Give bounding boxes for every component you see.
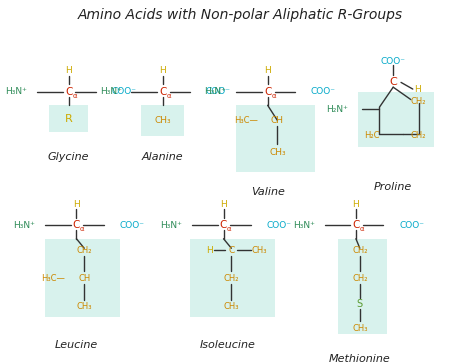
Text: COO⁻: COO⁻ [206,87,231,97]
Text: COO⁻: COO⁻ [381,57,406,66]
Text: Methionine: Methionine [329,354,391,363]
Text: COO⁻: COO⁻ [311,87,336,97]
Text: H: H [414,85,421,94]
Text: α: α [227,226,232,232]
Text: C: C [220,220,227,231]
Text: CH: CH [271,116,284,125]
Text: H: H [353,200,359,209]
Text: H: H [65,66,72,76]
FancyBboxPatch shape [141,105,184,136]
Text: CH₂: CH₂ [224,274,239,283]
Text: α: α [80,226,84,232]
Text: C: C [159,87,166,97]
Text: COO⁻: COO⁻ [399,221,424,230]
Text: H₃N⁺: H₃N⁺ [293,221,315,230]
Text: H₂C: H₂C [364,131,379,140]
Text: α: α [359,226,364,232]
Text: H₃N⁺: H₃N⁺ [100,87,121,97]
Text: CH: CH [78,274,91,283]
Text: α: α [72,93,77,99]
Text: Isoleucine: Isoleucine [200,339,255,350]
Text: CH₃: CH₃ [352,324,367,333]
Text: C: C [228,246,235,255]
Text: H: H [220,200,227,209]
FancyBboxPatch shape [49,105,88,132]
Text: H₃C—: H₃C— [41,274,64,283]
Text: α: α [271,93,276,99]
Text: H₃N⁺: H₃N⁺ [13,221,35,230]
Text: Glycine: Glycine [48,152,89,162]
FancyBboxPatch shape [190,239,274,317]
Text: C: C [352,220,360,231]
Text: H₃N⁺: H₃N⁺ [205,87,227,97]
Text: H₃N⁺: H₃N⁺ [161,221,182,230]
Text: CH₂: CH₂ [411,97,427,106]
FancyBboxPatch shape [338,239,387,334]
Text: Proline: Proline [374,182,412,192]
Text: Alanine: Alanine [142,152,183,162]
Text: Amino Acids with Non-polar Aliphatic R-Groups: Amino Acids with Non-polar Aliphatic R-G… [78,8,403,22]
FancyBboxPatch shape [236,105,315,172]
Text: Leucine: Leucine [55,339,98,350]
FancyBboxPatch shape [45,239,119,317]
Text: C: C [73,220,80,231]
Text: CH₂: CH₂ [352,246,367,255]
Text: α: α [166,93,171,99]
FancyBboxPatch shape [358,92,434,147]
Text: S: S [357,298,363,309]
Text: H₃C—: H₃C— [234,116,258,125]
Text: COO⁻: COO⁻ [267,221,292,230]
Text: CH₃: CH₃ [76,302,92,311]
Text: C: C [65,87,72,97]
Text: CH₂: CH₂ [411,131,427,140]
Text: H: H [206,246,213,255]
Text: CH₂: CH₂ [352,274,367,283]
Text: COO⁻: COO⁻ [112,87,137,97]
Text: H₃N⁺: H₃N⁺ [6,87,27,97]
Text: H₂N⁺: H₂N⁺ [326,105,348,114]
Text: H: H [73,200,80,209]
Text: CH₂: CH₂ [76,246,92,255]
Text: COO⁻: COO⁻ [119,221,145,230]
Text: R: R [64,114,73,124]
Text: CH₃: CH₃ [155,116,171,125]
Text: CH₃: CH₃ [269,148,286,158]
Text: C: C [264,87,271,97]
Text: CH₃: CH₃ [251,246,266,255]
Text: CH₃: CH₃ [224,302,239,311]
Text: C: C [389,77,397,87]
Text: Valine: Valine [251,187,284,197]
Text: H: H [159,66,166,76]
Text: H: H [264,66,271,76]
